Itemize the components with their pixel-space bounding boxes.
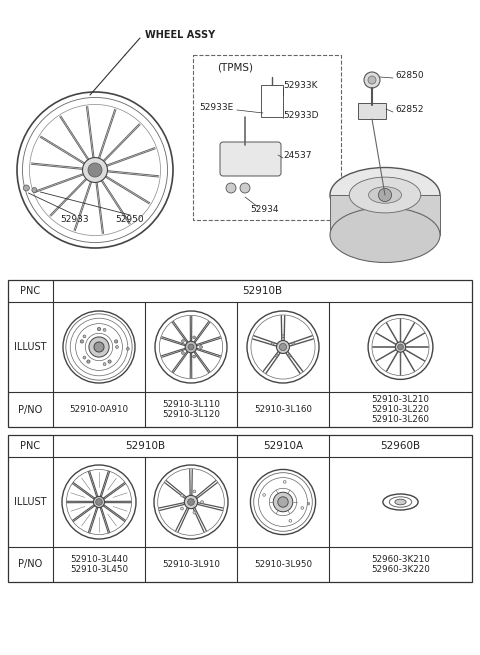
Ellipse shape [349, 177, 421, 213]
Circle shape [279, 343, 287, 350]
Circle shape [193, 511, 196, 514]
Circle shape [188, 498, 194, 505]
Circle shape [271, 342, 274, 345]
Text: 52933K: 52933K [283, 81, 317, 90]
Circle shape [103, 363, 106, 365]
Circle shape [126, 347, 129, 350]
Bar [261, 85, 283, 117]
Text: 52960-3K210
52960-3K220: 52960-3K210 52960-3K220 [371, 555, 430, 574]
Text: 24537: 24537 [283, 151, 312, 160]
Circle shape [97, 328, 101, 331]
Circle shape [201, 500, 204, 504]
Text: 52950: 52950 [116, 215, 144, 225]
Circle shape [83, 335, 86, 338]
Circle shape [83, 356, 86, 359]
Circle shape [108, 360, 111, 363]
Circle shape [181, 340, 184, 343]
Bar [8, 435, 472, 582]
Circle shape [192, 336, 195, 339]
Circle shape [88, 163, 102, 177]
Circle shape [83, 157, 108, 183]
Circle shape [278, 496, 288, 507]
Circle shape [180, 494, 183, 497]
Ellipse shape [330, 168, 440, 223]
Text: 52910-0A910: 52910-0A910 [70, 405, 129, 414]
Text: ILLUST: ILLUST [14, 342, 47, 352]
Circle shape [200, 346, 203, 348]
Text: 52933D: 52933D [283, 111, 319, 119]
Circle shape [94, 496, 105, 508]
Bar [8, 280, 472, 427]
Circle shape [240, 183, 250, 193]
Circle shape [115, 340, 118, 343]
Text: 52910B: 52910B [242, 286, 283, 296]
Text: WHEEL ASSY: WHEEL ASSY [145, 30, 215, 40]
Text: PNC: PNC [21, 441, 41, 451]
Circle shape [275, 354, 278, 357]
Circle shape [96, 498, 102, 505]
Circle shape [292, 342, 295, 345]
Bar [330, 195, 440, 235]
Circle shape [181, 352, 184, 354]
Circle shape [288, 354, 291, 357]
Text: 62852: 62852 [395, 105, 423, 115]
Text: (TPMS): (TPMS) [217, 62, 253, 72]
Text: P/NO: P/NO [18, 559, 43, 569]
Ellipse shape [395, 499, 406, 505]
Text: 52910-3L210
52910-3L220
52910-3L260: 52910-3L210 52910-3L220 52910-3L260 [372, 394, 430, 424]
Circle shape [87, 360, 90, 363]
Circle shape [192, 355, 195, 358]
Ellipse shape [330, 208, 440, 263]
Circle shape [307, 502, 310, 505]
Circle shape [273, 492, 293, 512]
Circle shape [396, 342, 406, 352]
Circle shape [188, 344, 194, 350]
Text: 52910-3L110
52910-3L120: 52910-3L110 52910-3L120 [162, 400, 220, 419]
Text: 52910B: 52910B [125, 441, 165, 451]
Text: 62850: 62850 [395, 71, 424, 79]
Circle shape [282, 335, 285, 337]
Circle shape [24, 185, 29, 191]
Circle shape [378, 189, 392, 202]
Circle shape [193, 490, 196, 493]
Bar [193, 55, 341, 220]
Text: 52933: 52933 [60, 215, 89, 225]
Circle shape [80, 340, 84, 343]
Circle shape [103, 328, 106, 331]
FancyBboxPatch shape [220, 142, 281, 176]
Circle shape [32, 187, 37, 193]
Text: P/NO: P/NO [18, 405, 43, 415]
Text: 52933E: 52933E [199, 102, 233, 111]
Text: PNC: PNC [21, 286, 41, 296]
Circle shape [116, 346, 119, 348]
Circle shape [185, 341, 197, 353]
Text: 52910-3L950: 52910-3L950 [254, 560, 312, 569]
Text: ILLUST: ILLUST [14, 497, 47, 507]
Text: 52910-3L160: 52910-3L160 [254, 405, 312, 414]
Text: 52960B: 52960B [381, 441, 420, 451]
Circle shape [364, 72, 380, 88]
Circle shape [276, 341, 289, 354]
Text: 52910-3L910: 52910-3L910 [162, 560, 220, 569]
Circle shape [226, 183, 236, 193]
Bar [358, 103, 386, 119]
Circle shape [184, 495, 198, 509]
Circle shape [180, 507, 183, 510]
Circle shape [368, 76, 376, 84]
Text: 52910-3L440
52910-3L450: 52910-3L440 52910-3L450 [70, 555, 128, 574]
Text: 52934: 52934 [251, 206, 279, 214]
Ellipse shape [369, 187, 401, 203]
Circle shape [397, 344, 403, 350]
Circle shape [94, 342, 104, 352]
Text: 52910A: 52910A [263, 441, 303, 451]
Circle shape [89, 337, 109, 357]
